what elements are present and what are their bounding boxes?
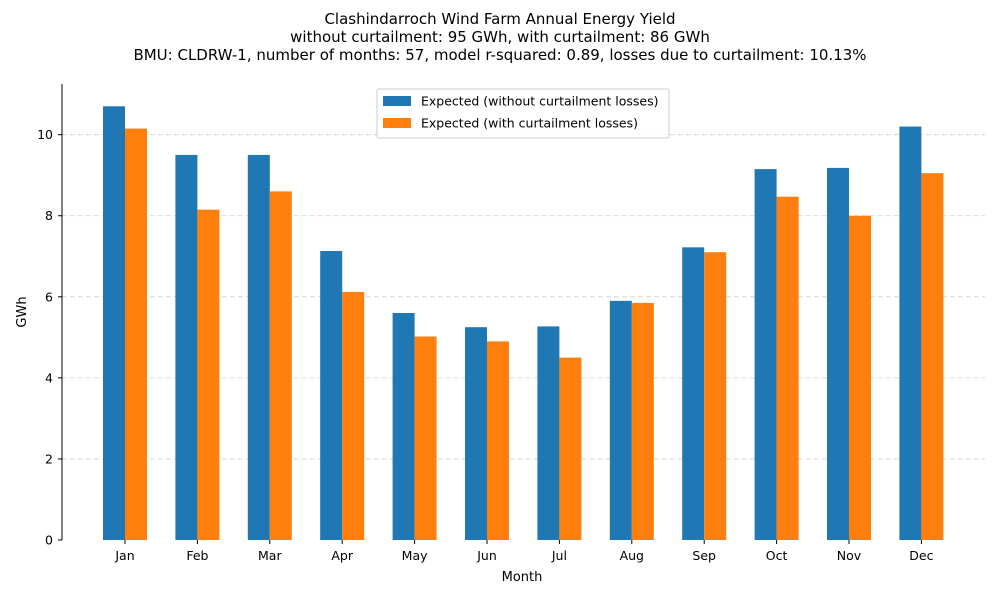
y-tick-label: 2: [45, 451, 53, 466]
x-tick-label: Jan: [114, 548, 134, 563]
bar-with-curtailment-dec: [921, 173, 944, 540]
chart-title-line-2: without curtailment: 95 GWh, with curtai…: [290, 28, 710, 46]
legend-box: [376, 88, 670, 139]
tick-labels: 0 2 4 6 8 10 Jan Feb Mar Apr May Jun Jul Aug Sep Oct Nov…: [37, 127, 934, 563]
x-axis-label: Month: [502, 570, 543, 585]
x-tick-label: Mar: [258, 548, 282, 563]
y-tick-label: 8: [45, 208, 53, 223]
bar-without-curtailment-feb: [175, 154, 198, 540]
legend-swatch: [383, 96, 411, 106]
y-tick-label: 0: [45, 533, 53, 548]
legend-swatch: [383, 118, 411, 128]
bar-with-curtailment-feb: [197, 209, 220, 541]
x-tick-label: Oct: [766, 548, 788, 563]
bar-without-curtailment-oct: [754, 169, 777, 540]
axes: [58, 84, 922, 544]
bar-without-curtailment-aug: [609, 300, 632, 540]
bar-without-curtailment-nov: [827, 167, 849, 541]
chart-title: Clashindarroch Wind Farm Annual Energy Y…: [133, 10, 866, 64]
bar-without-curtailment-jul: [537, 326, 560, 540]
x-tick-label: Apr: [331, 548, 353, 563]
bar-with-curtailment-oct: [776, 196, 799, 540]
y-tick-label: 4: [45, 370, 53, 385]
bars: [103, 106, 944, 541]
bar-with-curtailment-sep: [704, 252, 727, 541]
y-tick-label: 10: [37, 127, 53, 142]
bar-without-curtailment-jun: [465, 327, 487, 540]
legend-label: Expected (without curtailment losses): [421, 94, 658, 109]
bar-with-curtailment-jun: [487, 341, 509, 540]
x-tick-label: Aug: [620, 548, 644, 563]
legend: Expected (without curtailment losses) Exp…: [376, 88, 670, 139]
x-tick-label: Jun: [476, 548, 497, 563]
bar-without-curtailment-dec: [899, 126, 922, 540]
bar-without-curtailment-jan: [103, 106, 125, 540]
x-tick-label: Sep: [692, 548, 716, 563]
bar-with-curtailment-apr: [342, 291, 365, 540]
bar-with-curtailment-may: [414, 336, 437, 540]
x-tick-label: Jul: [551, 548, 567, 563]
bar-without-curtailment-apr: [320, 250, 343, 541]
bar-without-curtailment-may: [392, 313, 415, 540]
chart-title-line-3: BMU: CLDRW-1, number of months: 57, mode…: [133, 46, 866, 64]
bar-with-curtailment-nov: [849, 215, 871, 540]
x-tick-label: Feb: [186, 548, 208, 563]
bar-with-curtailment-jan: [125, 128, 147, 540]
bar-with-curtailment-mar: [269, 191, 292, 540]
y-axis-label: GWh: [15, 296, 30, 327]
x-tick-label: Dec: [909, 548, 933, 563]
bar-without-curtailment-mar: [247, 154, 270, 540]
x-tick-label: Nov: [837, 548, 862, 563]
y-tick-label: 6: [45, 289, 53, 304]
x-tick-label: May: [402, 548, 428, 563]
bar-without-curtailment-sep: [682, 247, 705, 540]
bar-with-curtailment-jul: [559, 357, 582, 540]
legend-label: Expected (with curtailment losses): [421, 116, 638, 131]
chart-title-line-1: Clashindarroch Wind Farm Annual Energy Y…: [324, 10, 675, 28]
bar-with-curtailment-aug: [631, 302, 654, 540]
